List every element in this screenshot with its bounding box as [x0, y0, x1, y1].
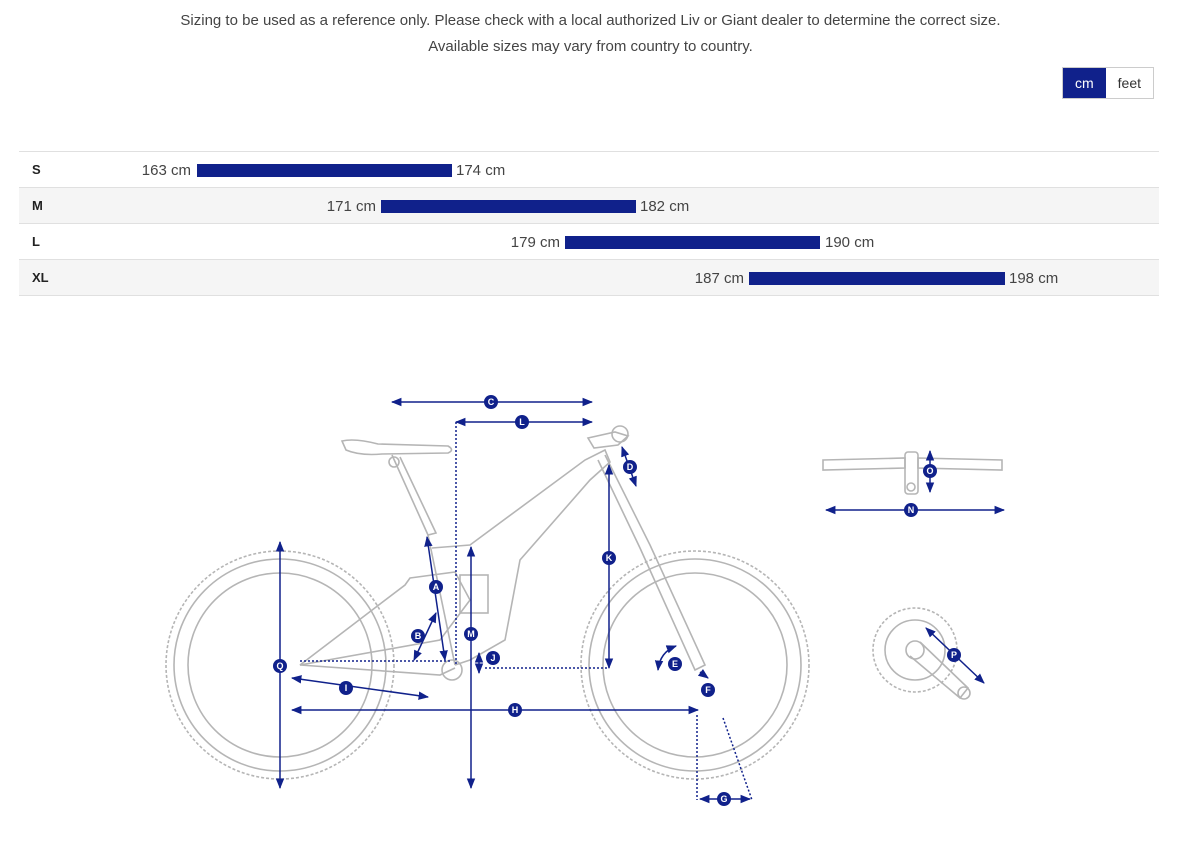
size-label: S: [32, 162, 41, 177]
dimension-marker-l: L: [515, 415, 529, 429]
size-range-bar: [749, 272, 1005, 285]
size-max-height: 198 cm: [1009, 270, 1059, 287]
dimension-marker-g: G: [717, 792, 731, 806]
fork: [597, 454, 707, 672]
svg-text:N: N: [908, 505, 915, 515]
svg-text:E: E: [672, 659, 678, 669]
svg-text:F: F: [705, 685, 711, 695]
size-label: M: [32, 198, 43, 213]
dimension-marker-a: A: [429, 580, 443, 594]
size-min-height: 163 cm: [141, 162, 191, 179]
dimension-marker-d: D: [623, 460, 637, 474]
size-range-bar: [381, 200, 636, 213]
bike-illustration: [165, 425, 810, 780]
dimension-marker-j: J: [486, 651, 500, 665]
size-max-height: 190 cm: [825, 234, 875, 251]
dimension-marker-i: I: [339, 681, 353, 695]
dimension-marker-c: C: [484, 395, 498, 409]
size-max-height: 182 cm: [640, 198, 690, 215]
dimension-marker-o: O: [923, 464, 937, 478]
size-row-xl: XL 187 cm 198 cm: [19, 259, 1159, 296]
svg-text:O: O: [926, 466, 933, 476]
svg-text:I: I: [345, 683, 348, 693]
dimension-marker-f: F: [701, 683, 715, 697]
unit-cm-button[interactable]: cm: [1063, 68, 1106, 98]
notice-line-1: Sizing to be used as a reference only. P…: [180, 12, 1001, 29]
size-range-bar: [565, 236, 820, 249]
svg-text:M: M: [467, 629, 475, 639]
size-max-height: 174 cm: [456, 162, 506, 179]
dimension-marker-m: M: [464, 627, 478, 641]
svg-text:Q: Q: [276, 661, 283, 671]
size-chart-table: S 163 cm 174 cm M 171 cm 182 cm L 179 cm…: [19, 151, 1159, 296]
dimension-marker-h: H: [508, 703, 522, 717]
svg-text:D: D: [627, 462, 634, 472]
dimension-marker-k: K: [602, 551, 616, 565]
dimension-marker-q: Q: [273, 659, 287, 673]
size-row-l: L 179 cm 190 cm: [19, 223, 1159, 259]
unit-toggle: cm feet: [1062, 67, 1155, 99]
unit-feet-button[interactable]: feet: [1105, 68, 1154, 98]
sizing-notice: Sizing to be used as a reference only. P…: [0, 8, 1181, 60]
dimension-marker-e: E: [668, 657, 682, 671]
dimension-lines: [275, 397, 1006, 804]
size-label: L: [32, 234, 40, 249]
frame-top: [431, 448, 611, 666]
svg-text:B: B: [415, 631, 422, 641]
svg-text:H: H: [512, 705, 519, 715]
size-min-height: 171 cm: [326, 198, 376, 215]
dimension-marker-n: N: [904, 503, 918, 517]
size-row-m: M 171 cm 182 cm: [19, 187, 1159, 223]
svg-text:C: C: [488, 397, 495, 407]
dimension-markers: A B C D E F G H I J K L M N O P Q: [273, 395, 961, 806]
svg-text:K: K: [606, 553, 613, 563]
svg-text:J: J: [490, 653, 495, 663]
front-wheel: [580, 550, 810, 780]
size-min-height: 187 cm: [694, 270, 744, 287]
svg-text:L: L: [519, 417, 525, 427]
svg-text:A: A: [433, 582, 440, 592]
dimension-marker-p: P: [947, 648, 961, 662]
dimension-marker-b: B: [411, 629, 425, 643]
notice-line-2: Available sizes may vary from country to…: [428, 38, 753, 55]
svg-text:G: G: [720, 794, 727, 804]
handlebar-illustration: [822, 451, 1003, 495]
size-row-s: S 163 cm 174 cm: [19, 151, 1159, 187]
stem: [586, 431, 630, 449]
size-min-height: 179 cm: [510, 234, 560, 251]
size-label: XL: [32, 270, 49, 285]
svg-text:P: P: [951, 650, 957, 660]
size-range-bar: [197, 164, 452, 177]
saddle: [340, 439, 453, 456]
